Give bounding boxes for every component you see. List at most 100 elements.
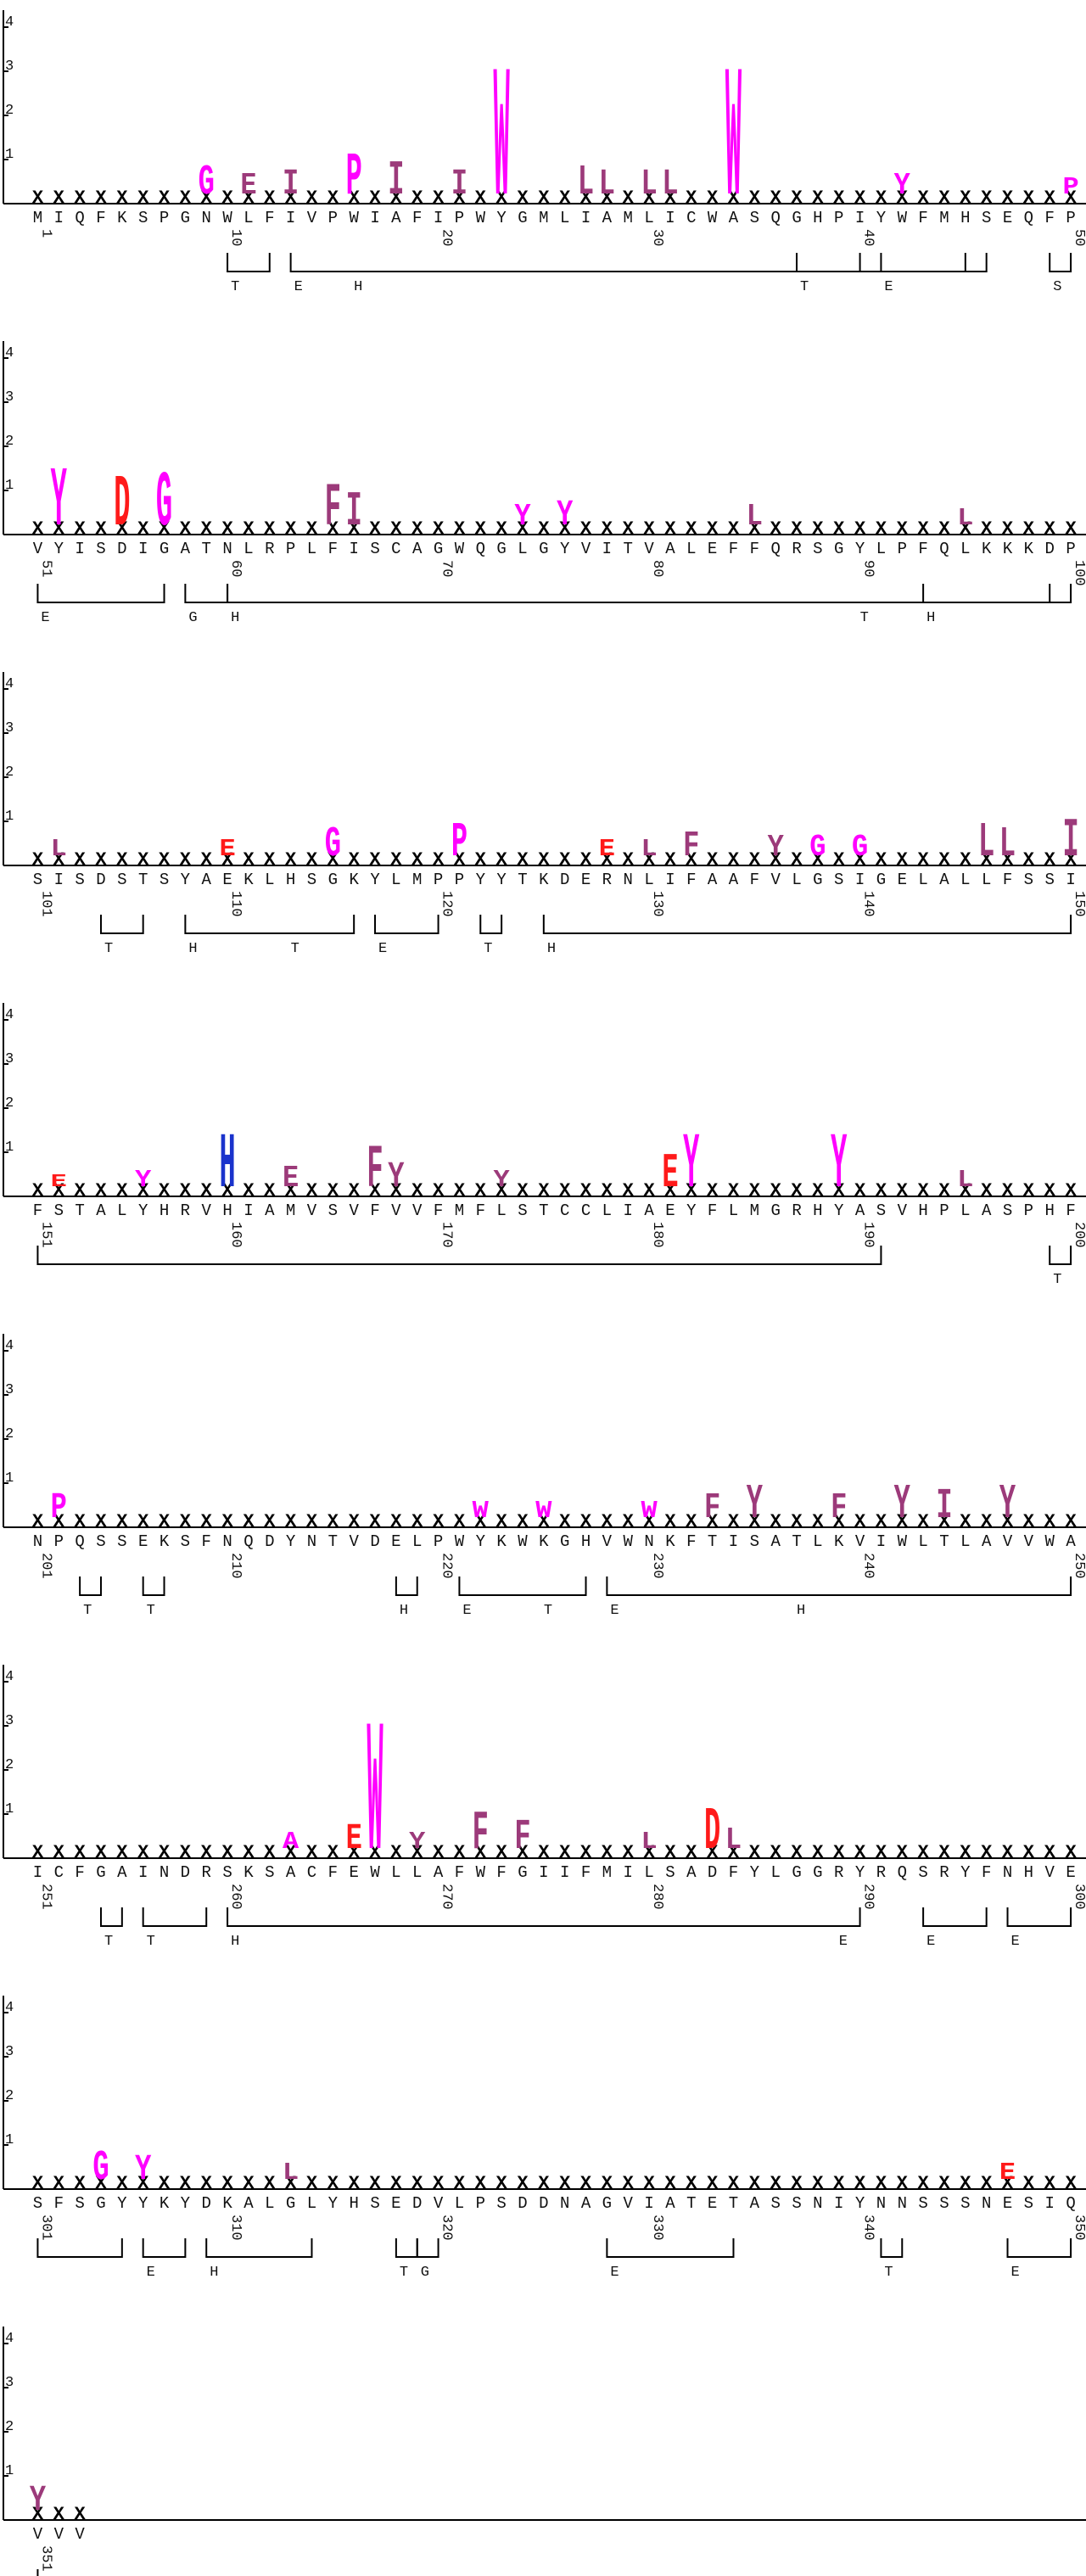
position-x-mark: X	[559, 849, 571, 871]
residue-index: 51	[37, 560, 53, 577]
position-x-mark: X	[475, 518, 487, 540]
position-x-mark: X	[95, 518, 107, 540]
position-x-mark: X	[686, 2173, 697, 2194]
sequence-residue: F	[1066, 1201, 1075, 1220]
sequence-residue: F	[750, 871, 759, 889]
sequence-residue: P	[434, 1532, 443, 1551]
sequence-residue: T	[939, 1532, 949, 1551]
ss-label: T	[860, 610, 869, 626]
sequence-residue: V	[1003, 1532, 1013, 1551]
sequence-residue: F	[265, 209, 274, 227]
logo-letter: Y	[30, 2480, 46, 2522]
position-x-mark: X	[306, 518, 318, 540]
logo-letter: L	[957, 1167, 973, 1194]
sequence-residue: Y	[750, 1863, 760, 1882]
logo-letter: F	[683, 826, 699, 867]
position-x-mark: X	[159, 1180, 171, 1201]
position-x-mark: X	[201, 188, 213, 209]
logo-letter: L	[578, 158, 594, 206]
logo-letter: F	[514, 1812, 530, 1861]
ss-label: E	[294, 279, 303, 295]
ss-bracket	[606, 1576, 1072, 1596]
ss-bracket	[922, 1907, 988, 1927]
ss-label: E	[839, 1934, 848, 1950]
position-x-mark: X	[1065, 849, 1077, 871]
position-x-mark: X	[707, 1180, 719, 1201]
ss-bracket	[1006, 2238, 1072, 2258]
position-x-mark: X	[580, 1842, 592, 1863]
sequence-residue: K	[244, 1863, 254, 1882]
position-x-mark: X	[981, 518, 993, 540]
position-x-mark: X	[580, 188, 592, 209]
position-x-mark: X	[433, 518, 445, 540]
residue-index: 140	[860, 891, 876, 917]
position-x-mark: X	[1002, 2173, 1014, 2194]
position-x-mark: X	[538, 2173, 550, 2194]
logo-letter: Y	[683, 1120, 699, 1210]
position-x-mark: X	[454, 849, 466, 871]
sequence-residue: I	[370, 209, 379, 227]
position-x-mark: X	[643, 1511, 655, 1532]
sequence-residue: M	[939, 209, 949, 227]
position-x-mark: X	[749, 1511, 761, 1532]
position-x-mark: X	[538, 1180, 550, 1201]
position-x-mark: X	[707, 1842, 719, 1863]
sequence-residue: W	[455, 1532, 465, 1551]
sequence-residue: N	[222, 540, 232, 558]
position-x-mark: X	[623, 1842, 635, 1863]
sequence-residue: S	[181, 1532, 190, 1551]
sequence-residue: S	[96, 1532, 105, 1551]
ss-label: H	[400, 1603, 408, 1619]
logo-letter: Y	[894, 170, 911, 204]
logo-letter: E	[219, 836, 235, 863]
logo-letter: L	[641, 836, 657, 863]
position-x-mark: X	[95, 1511, 107, 1532]
position-x-mark: X	[116, 1842, 128, 1863]
sequence-residue: W	[898, 209, 908, 227]
position-x-mark: X	[349, 518, 361, 540]
position-x-mark: X	[433, 1180, 445, 1201]
ss-bracket	[227, 584, 1072, 603]
sequence-residue: W	[708, 209, 718, 227]
position-x-mark: X	[664, 849, 676, 871]
sequence-residue: A	[686, 1863, 697, 1882]
position-x-mark: X	[221, 1511, 233, 1532]
sequence-residue: A	[729, 209, 739, 227]
sequence-residue: T	[624, 540, 633, 558]
sequence-residue: N	[898, 2194, 907, 2213]
position-x-mark: X	[897, 1180, 909, 1201]
sequence-residue: S	[328, 1201, 338, 1220]
position-x-mark: X	[664, 1511, 676, 1532]
position-x-mark: X	[854, 188, 866, 209]
ss-label: H	[188, 941, 197, 957]
sequence-residue: L	[518, 540, 527, 558]
residue-index: 340	[860, 2215, 876, 2241]
position-x-mark: X	[53, 188, 65, 209]
position-x-mark: X	[475, 1511, 487, 1532]
position-x-mark: X	[833, 1842, 845, 1863]
sequence-residue: I	[75, 540, 84, 558]
ss-label: T	[544, 1603, 552, 1619]
position-x-mark: X	[897, 849, 909, 871]
position-x-mark: X	[918, 188, 930, 209]
position-x-mark: X	[137, 849, 149, 871]
ss-bracket	[36, 584, 165, 603]
position-x-mark: X	[854, 849, 866, 871]
ss-label: E	[41, 610, 49, 626]
position-x-mark: X	[180, 2173, 192, 2194]
position-x-mark: X	[749, 518, 761, 540]
position-x-mark: X	[1044, 1842, 1056, 1863]
sequence-residue: N	[644, 1532, 653, 1551]
position-x-mark: X	[791, 1180, 803, 1201]
logo-letter: Y	[557, 495, 573, 536]
logo-letter: G	[325, 820, 341, 868]
position-x-mark: X	[664, 518, 676, 540]
ss-bracket	[395, 1576, 418, 1596]
sequence-residue: Y	[496, 871, 507, 889]
sequence-residue: R	[834, 1863, 843, 1882]
residue-index: 350	[1071, 2215, 1086, 2241]
sequence-residue: C	[307, 1863, 316, 1882]
y-tick-label: 4	[5, 345, 14, 361]
position-x-mark: X	[749, 1180, 761, 1201]
position-x-mark: X	[728, 1842, 740, 1863]
